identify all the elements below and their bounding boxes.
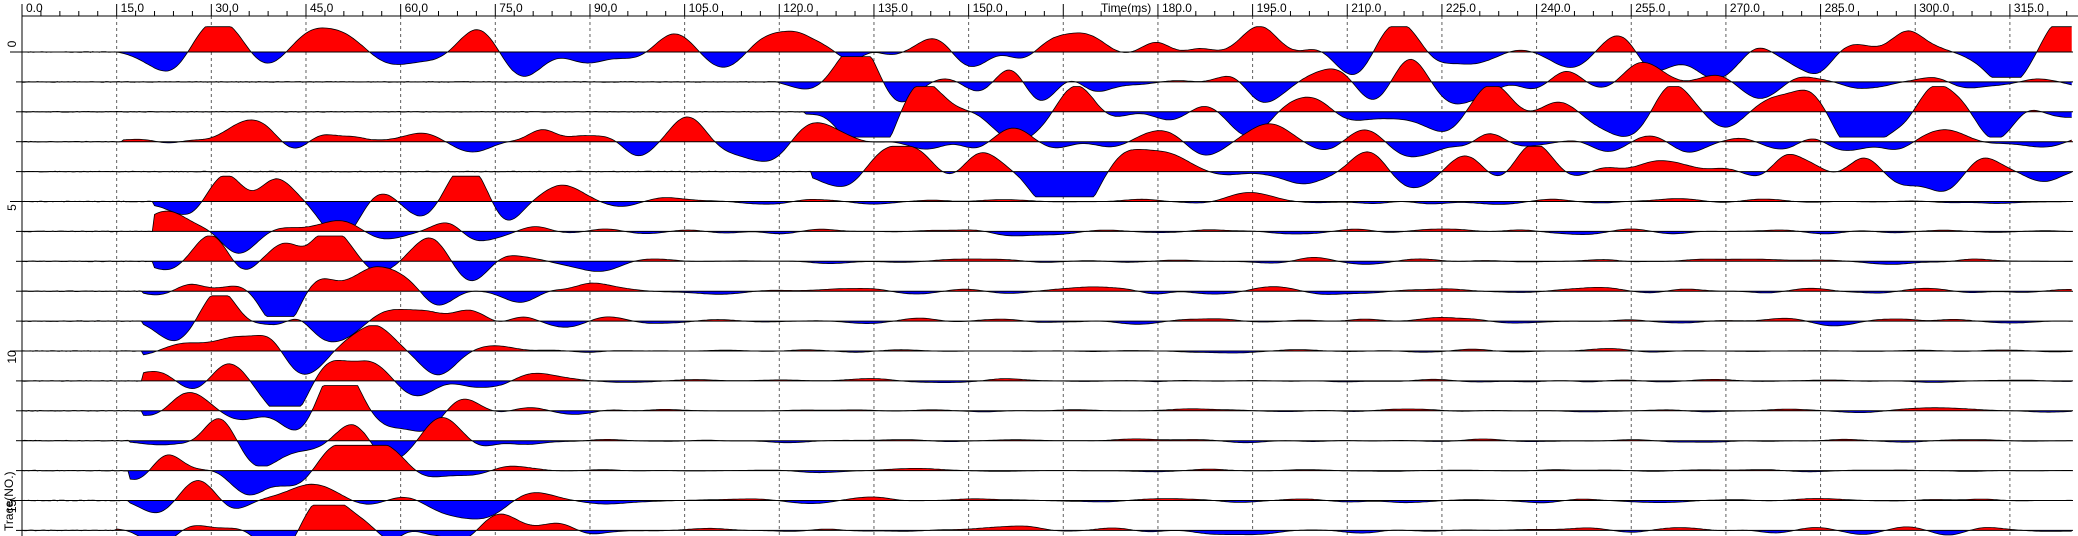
y-tick-label: 5 — [5, 204, 19, 211]
x-tick-label: 120.0 — [783, 1, 813, 15]
x-tick-label: 270.0 — [1730, 1, 1760, 15]
x-tick-label: 255.0 — [1635, 1, 1665, 15]
trace — [21, 295, 2073, 343]
trace-wiggle — [21, 145, 2072, 198]
trace-positive-fill — [22, 86, 2072, 112]
trace-axis-title: Trace(NO.) — [2, 471, 16, 531]
trace-positive-fill — [22, 505, 2072, 531]
x-tick-label: 225.0 — [1446, 1, 1476, 15]
trace-negative-fill — [22, 470, 2072, 495]
y-tick-label: 0 — [5, 40, 19, 47]
trace-negative-fill — [22, 321, 2072, 342]
trace-wiggle — [21, 480, 2072, 520]
trace-wiggle — [22, 56, 2072, 105]
x-tick-label: 75.0 — [499, 1, 523, 15]
trace-negative-fill — [22, 351, 2072, 375]
y-tick-label: 15 — [5, 500, 19, 514]
trace-negative-fill — [22, 530, 2072, 536]
x-tick-label: 60.0 — [405, 1, 429, 15]
trace — [21, 86, 2073, 138]
trace — [21, 175, 2073, 228]
trace-negative-fill — [22, 52, 2072, 78]
trace-wiggle — [21, 86, 2072, 138]
trace-positive-fill — [22, 176, 2072, 202]
trace — [21, 210, 2073, 254]
trace — [22, 56, 2073, 105]
x-tick-label: 150.0 — [973, 1, 1003, 15]
trace — [21, 417, 2073, 467]
trace-positive-fill — [22, 295, 2072, 322]
trace-wiggle — [21, 266, 2072, 317]
x-tick-label: 300.0 — [1919, 1, 1949, 15]
trace-positive-fill — [22, 385, 2072, 411]
x-tick-label: 105.0 — [689, 1, 719, 15]
trace-positive-fill — [22, 56, 2072, 82]
trace — [21, 116, 2073, 162]
trace-negative-fill — [22, 141, 2072, 162]
x-tick-label: 15.0 — [121, 1, 145, 15]
time-axis: Time(ms) 0.0 15.0 30.0 45.0 60.0 75.0 90.0 105.… — [21, 1, 2078, 17]
trace — [22, 26, 2073, 78]
x-tick-label: 90.0 — [594, 1, 618, 15]
trace-wiggle — [21, 504, 2072, 536]
trace-positive-fill — [22, 236, 2072, 262]
trace-positive-fill — [22, 146, 2072, 172]
trace-negative-fill — [22, 261, 2072, 281]
trace-negative-fill — [22, 410, 2072, 432]
trace-wiggle — [22, 325, 2072, 376]
trace-negative-fill — [22, 111, 2072, 138]
trace-negative-fill — [22, 171, 2072, 197]
traces — [21, 26, 2073, 536]
trace — [21, 145, 2073, 198]
trace-negative-fill — [22, 500, 2072, 519]
trace — [22, 325, 2073, 376]
x-tick-label: 135.0 — [878, 1, 908, 15]
x-tick-label: 195.0 — [1257, 1, 1287, 15]
x-tick-label: 285.0 — [1825, 1, 1855, 15]
trace-wiggle — [21, 417, 2072, 467]
trace-negative-fill — [22, 291, 2072, 317]
trace — [21, 235, 2073, 282]
trace-positive-fill — [22, 417, 2072, 441]
trace-wiggle — [21, 210, 2072, 254]
time-axis-title: Time(ms) — [1101, 1, 1151, 15]
trace-negative-fill — [22, 231, 2072, 254]
trace-wiggle — [21, 235, 2072, 282]
trace-positive-fill — [22, 116, 2072, 142]
trace — [21, 444, 2073, 496]
x-tick-label: 180.0 — [1162, 1, 1192, 15]
trace-positive-fill — [22, 480, 2072, 501]
trace-wiggle — [21, 360, 2072, 407]
trace — [21, 360, 2073, 407]
trace — [21, 504, 2073, 536]
trace-wiggle — [21, 444, 2072, 496]
x-tick-label: 45.0 — [310, 1, 334, 15]
trace-negative-fill — [22, 81, 2072, 104]
trace-positive-fill — [22, 266, 2072, 292]
x-tick-label: 210.0 — [1351, 1, 1381, 15]
trace-wiggle — [21, 385, 2072, 432]
x-tick-label: 315.0 — [2014, 1, 2044, 15]
trace-positive-fill — [22, 325, 2072, 351]
trace — [21, 266, 2073, 317]
x-tick-label: 0.0 — [26, 1, 43, 15]
trace-wiggle — [22, 26, 2072, 78]
trace-wiggle — [21, 295, 2072, 343]
trace-positive-fill — [22, 26, 2072, 52]
trace-wiggle — [21, 175, 2072, 228]
trace — [21, 385, 2073, 432]
trace-positive-fill — [22, 360, 2072, 381]
x-tick-label: 30.0 — [215, 1, 239, 15]
trace-axis: Trace(NO.) 0 5 10 15 — [2, 16, 23, 536]
y-tick-label: 10 — [5, 350, 19, 364]
x-tick-label: 240.0 — [1541, 1, 1571, 15]
trace — [21, 480, 2073, 520]
trace-wiggle — [21, 116, 2072, 162]
